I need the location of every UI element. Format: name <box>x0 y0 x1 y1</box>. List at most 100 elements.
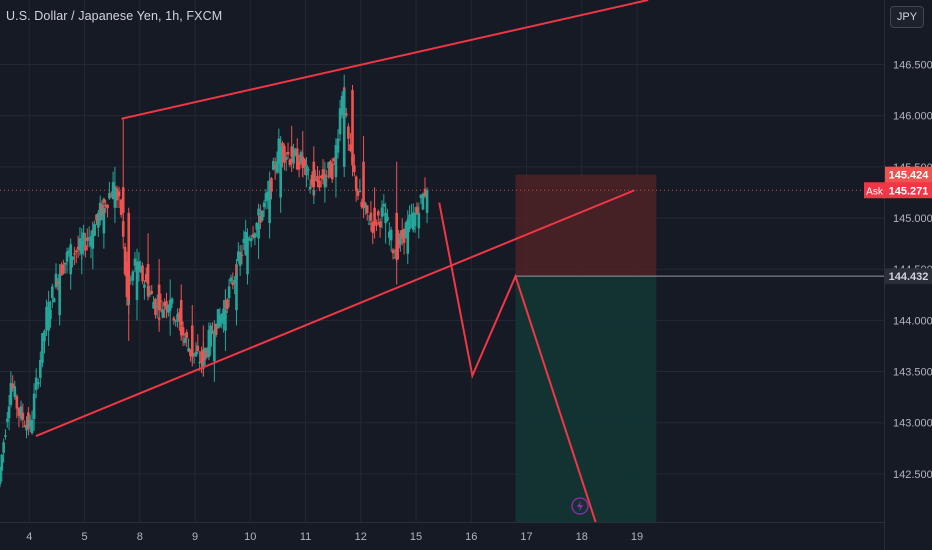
candle-body <box>137 261 141 271</box>
candle-body <box>62 264 65 274</box>
candle-body <box>391 249 395 254</box>
candle-body <box>34 377 38 391</box>
candle-body <box>172 317 176 321</box>
y-tick-label: 145.000 <box>893 213 932 225</box>
candle-body <box>141 265 144 282</box>
candle-body <box>406 228 410 254</box>
candle-body <box>225 299 229 310</box>
candle-body <box>139 266 143 273</box>
candle-body <box>306 169 310 171</box>
candle-body <box>121 187 125 213</box>
candle-body <box>360 201 364 207</box>
candle-body <box>388 231 391 238</box>
candle-body <box>415 206 419 214</box>
candle-body <box>257 208 260 216</box>
candle-body <box>402 228 406 244</box>
candle-body <box>376 211 380 216</box>
candle-body <box>207 330 211 358</box>
candle-body <box>242 238 246 243</box>
candle-body <box>264 193 268 202</box>
candle-body <box>167 305 170 313</box>
candle-body <box>292 148 295 164</box>
ask-tag <box>864 182 885 199</box>
x-tick-label: 19 <box>631 531 643 543</box>
candle-body <box>36 382 40 385</box>
candle-body <box>209 325 212 347</box>
candle-body <box>425 190 429 213</box>
candle-body <box>127 212 131 300</box>
y-tick-label: 143.500 <box>893 367 932 379</box>
candle-body <box>32 393 36 419</box>
candle-body <box>125 261 129 298</box>
candle-body <box>325 175 329 177</box>
candle-body <box>334 166 338 178</box>
ask-price-label: 145.271 <box>889 185 929 197</box>
candle-body <box>21 412 25 420</box>
candle-body <box>65 251 69 262</box>
candle-body <box>89 236 93 247</box>
candle-body <box>131 271 135 281</box>
x-tick-label: 15 <box>410 531 422 543</box>
entry-price-tag <box>885 268 932 285</box>
candle-body <box>281 142 284 158</box>
candle-body <box>233 279 236 283</box>
candle-body <box>314 178 317 180</box>
candle-body <box>115 188 119 201</box>
candle-body <box>246 238 249 275</box>
candle-body <box>253 233 257 238</box>
candle-body <box>413 213 417 226</box>
candle-body <box>229 277 233 282</box>
candle-body <box>378 221 382 228</box>
candle-body <box>119 199 123 215</box>
candle-body <box>49 309 52 320</box>
candle-body <box>231 282 235 285</box>
candle-body <box>279 146 282 198</box>
y-tick-label: 144.000 <box>893 315 932 327</box>
candle-body <box>277 138 281 164</box>
candle-body <box>159 300 163 302</box>
candle-body <box>332 158 336 162</box>
candle-body <box>237 251 240 261</box>
lightning-icon[interactable] <box>571 497 589 515</box>
candle-body <box>123 246 127 275</box>
candle-body <box>13 386 17 397</box>
candle-body <box>290 146 294 157</box>
candle-body <box>235 274 238 311</box>
candle-body <box>4 435 7 437</box>
candle-body <box>323 177 327 188</box>
candle-body <box>58 274 61 316</box>
candle-body <box>294 150 297 155</box>
currency-button[interactable]: JPY <box>890 6 924 28</box>
x-tick-label: 16 <box>465 531 477 543</box>
candle-body <box>284 157 288 161</box>
candle-body <box>375 222 378 226</box>
candle-body <box>15 396 19 409</box>
candle-body <box>316 175 319 183</box>
candle-body <box>367 223 371 225</box>
candle-body <box>80 248 84 254</box>
candle-body <box>73 253 76 255</box>
candle-body <box>117 191 121 197</box>
candle-body <box>194 351 198 357</box>
candle-body <box>200 351 203 364</box>
trend-drawings[interactable] <box>35 0 649 523</box>
candle-body <box>362 161 365 208</box>
candle-body <box>78 238 82 251</box>
candle-body <box>382 204 386 207</box>
ask-tag-label: Ask <box>866 186 884 197</box>
candle-body <box>100 204 104 216</box>
candle-body <box>41 333 44 363</box>
candle-body <box>170 298 174 304</box>
candle-body <box>340 95 344 116</box>
candle-body <box>39 359 42 378</box>
candle-body <box>365 205 369 214</box>
candle-body <box>423 188 427 197</box>
candle-body <box>104 204 108 207</box>
candle-body <box>384 212 387 224</box>
candle-body <box>400 229 404 239</box>
candle-body <box>371 222 375 233</box>
candle-body <box>299 152 303 163</box>
